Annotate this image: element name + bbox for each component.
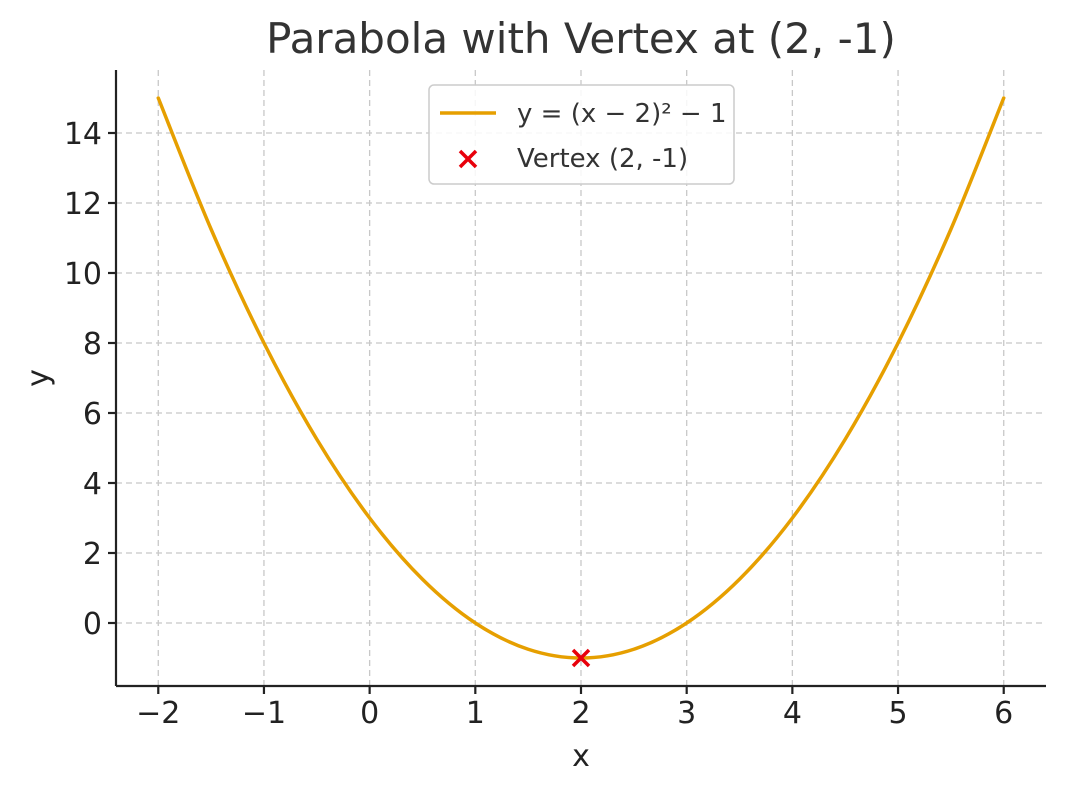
legend-vertex-marker (458, 149, 478, 169)
series-layer (156, 96, 1006, 668)
legend-label-vertex: Vertex (2, -1) (517, 144, 688, 174)
legend-frame (428, 84, 735, 185)
x-tick-label: 5 (888, 696, 907, 731)
y-tick-label: 2 (83, 537, 102, 572)
y-tick-label: 6 (83, 397, 102, 432)
x-tick-label: 1 (466, 696, 485, 731)
x-tick-label: 3 (677, 696, 696, 731)
y-tick-label: 10 (64, 257, 102, 292)
legend-x-glyph (458, 149, 478, 169)
x-tick-label: 4 (783, 696, 802, 731)
y-tick-label: 14 (64, 117, 102, 152)
x-tick-label: 0 (360, 696, 379, 731)
x-tick-label: 6 (994, 696, 1013, 731)
y-axis-label: y (21, 369, 56, 387)
x-tick-label: 2 (571, 696, 590, 731)
y-tick-label: 0 (83, 607, 102, 642)
legend: y = (x − 2)² − 1 Vertex (2, -1) (428, 84, 735, 185)
x-axis-label: x (572, 739, 590, 774)
y-tick-label: 4 (83, 467, 102, 502)
legend-label-curve: y = (x − 2)² − 1 (517, 99, 727, 129)
chart-title: Parabola with Vertex at (2, -1) (266, 14, 896, 63)
vertex-marker (571, 648, 591, 668)
y-tick-label: 12 (64, 187, 102, 222)
x-tick-label: −2 (136, 696, 180, 731)
x-tick-label: −1 (242, 696, 286, 731)
y-tick-label: 8 (83, 327, 102, 362)
